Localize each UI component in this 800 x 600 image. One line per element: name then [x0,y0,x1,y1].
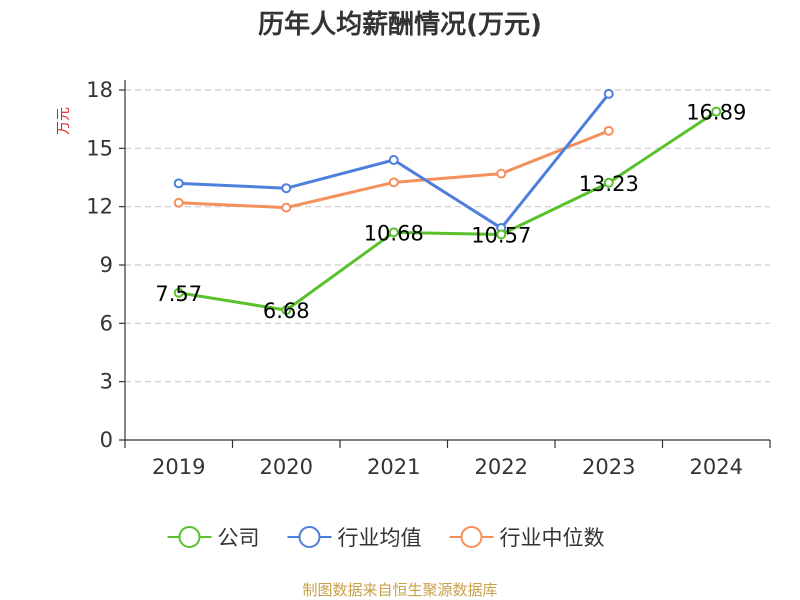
y-tick-label: 18 [86,78,113,102]
legend-marker [178,526,201,548]
data-point [281,183,292,194]
data-point [173,287,184,298]
legend-label: 公司 [218,526,260,550]
data-point [388,177,399,188]
data-point [496,229,507,240]
legend-label: 行业中位数 [500,526,605,550]
data-point [388,155,399,165]
legend: 公司 行业均值 行业中位数 [167,526,605,550]
source-note: 制图数据来自恒生聚源数据库 [302,581,497,599]
y-tick-label: 9 [100,253,113,277]
x-tick-label: 2024 [690,455,743,479]
y-tick-label: 0 [100,428,113,452]
x-tick-label: 2020 [260,455,313,479]
series-lines [173,88,722,316]
data-point [281,305,292,316]
data-labels: 7.57 6.68 10.68 10.57 13.23 16.89 [155,101,746,324]
x-tick-label: 2019 [152,455,205,479]
data-point [603,125,614,136]
data-point [603,177,614,188]
data-label: 6.68 [263,299,310,323]
data-point [173,178,184,189]
legend-label: 行业均值 [338,526,422,550]
series-line [178,110,718,312]
data-label: 10.57 [471,223,531,247]
data-point [711,106,722,117]
y-axis-label: 万元 [56,107,72,135]
axes: 0 3 6 9 12 15 18 2019 2020 2021 2022 2023 2024 [86,78,771,479]
data-label: 13.23 [579,172,639,196]
data-point [281,202,292,213]
y-tick-label: 3 [100,370,113,394]
x-tick-label: 2022 [475,455,528,479]
x-tick-label: 2021 [367,455,420,479]
data-point [603,88,614,99]
y-tick-label: 6 [100,311,113,335]
y-tick-label: 15 [86,136,113,160]
chart-title: 历年人均薪酬情况(万元) [258,9,542,40]
data-label: 10.68 [364,221,424,245]
data-point [496,168,507,179]
grid-lines [125,89,770,383]
legend-marker [460,526,483,548]
data-label: 16.89 [686,101,746,125]
data-point [173,197,184,208]
series-line [178,129,610,210]
legend-marker [298,526,321,548]
data-point [388,227,399,238]
y-tick-label: 12 [86,195,113,219]
x-tick-label: 2023 [582,455,635,479]
data-label: 7.57 [155,282,202,306]
